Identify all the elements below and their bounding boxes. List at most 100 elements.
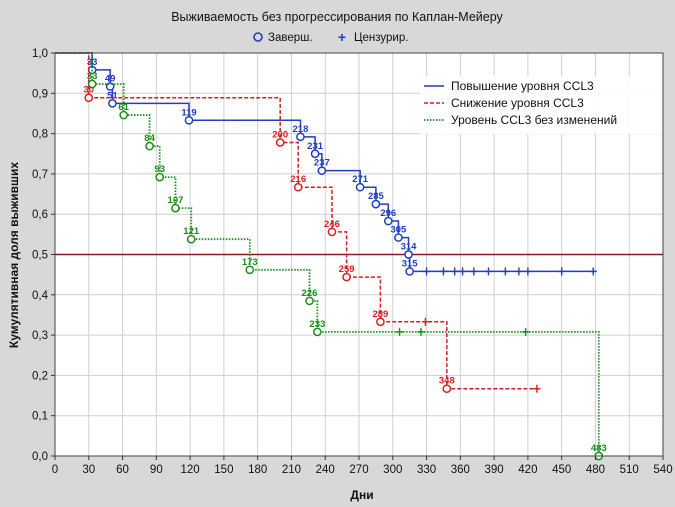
event-label: 483 — [591, 443, 607, 454]
event-marker — [405, 267, 415, 276]
event-label: 61 — [118, 102, 129, 113]
axes: 0 30 60 90 120 150 180 210 240 270 300 330 360 390 420… — [32, 48, 673, 476]
x-tick-label: 210 — [282, 464, 301, 476]
y-tick-label: 0,3 — [32, 330, 48, 342]
series-0: 33 49 51 119 218 231 237 271 285 296 305 314 315 — [55, 52, 597, 276]
event-marker — [342, 272, 351, 282]
x-tick-label: 0 — [52, 464, 58, 476]
event-marker — [296, 132, 305, 142]
event-marker — [404, 250, 413, 259]
y-tick-label: 0,1 — [32, 411, 48, 423]
censored-marker-icon: + — [338, 29, 346, 45]
legend-label-increase: Повышение уровня CCL3 — [451, 79, 594, 93]
x-tick-label: 270 — [349, 464, 368, 476]
event-label: 216 — [290, 174, 306, 185]
event-marker — [312, 327, 322, 337]
event-marker — [87, 79, 97, 89]
x-tick-label: 510 — [620, 464, 639, 476]
event-marker — [327, 227, 337, 237]
event-marker — [376, 317, 385, 327]
x-tick-label: 90 — [150, 464, 163, 476]
event-label: 173 — [242, 257, 258, 268]
event-label: 51 — [107, 90, 118, 101]
event-label: 200 — [272, 129, 288, 140]
event-marker — [155, 172, 165, 182]
y-tick-label: 0,8 — [32, 129, 48, 141]
event-marker — [305, 296, 314, 306]
x-tick-label: 450 — [552, 464, 571, 476]
event-label: 121 — [183, 226, 200, 237]
legend-label-unchanged: Уровень CCL3 без изменений — [451, 113, 617, 127]
y-tick-label: 0,5 — [32, 250, 48, 262]
event-marker — [310, 149, 320, 159]
event-marker — [383, 216, 393, 226]
x-tick-label: 30 — [82, 464, 95, 476]
event-label: 30 — [83, 85, 94, 96]
event-label: 49 — [105, 73, 116, 84]
event-marker — [442, 384, 452, 394]
plot-frame — [54, 52, 664, 457]
y-tick-label: 0,2 — [32, 370, 48, 382]
legend-label-decrease: Снижение уровня CCL3 — [451, 96, 584, 110]
x-tick-label: 240 — [316, 464, 335, 476]
survival-step-line — [55, 52, 542, 390]
x-tick-label: 360 — [451, 464, 470, 476]
event-label: 289 — [372, 309, 388, 320]
x-tick-label: 540 — [653, 464, 672, 476]
event-label: 296 — [380, 208, 396, 219]
event-label: 246 — [324, 219, 340, 230]
x-tick-label: 420 — [518, 464, 537, 476]
y-tick-label: 1,0 — [32, 48, 48, 60]
x-tick-label: 180 — [248, 464, 267, 476]
y-tick-label: 0,4 — [32, 290, 49, 302]
event-label: 84 — [144, 133, 155, 144]
x-tick-label: 60 — [116, 464, 129, 476]
event-label: 231 — [307, 141, 324, 152]
x-tick-label: 120 — [181, 464, 200, 476]
event-label: 315 — [402, 258, 419, 269]
series-2: 33 61 84 93 107 121 173 226 233 483 — [55, 52, 607, 461]
event-marker — [317, 166, 327, 176]
legend-box — [420, 76, 662, 134]
event-marker — [394, 233, 403, 242]
marker-legend-completed-label: Заверш. — [268, 32, 313, 44]
event-label: 259 — [339, 264, 355, 275]
chart-title: Выживаемость без прогрессирования по Кап… — [171, 10, 503, 24]
x-tick-label: 330 — [417, 464, 436, 476]
event-label: 119 — [181, 107, 196, 118]
event-label: 348 — [439, 376, 455, 387]
x-axis-label: Дни — [350, 488, 373, 502]
event-marker — [355, 182, 365, 192]
series-group: 33 49 51 119 218 231 237 271 285 296 305 314 315 30 20… — [55, 52, 607, 461]
event-label: 271 — [352, 174, 369, 185]
y-tick-label: 0,9 — [32, 88, 48, 100]
y-tick-label: 0,6 — [32, 209, 48, 221]
event-marker — [84, 93, 94, 103]
event-marker — [108, 99, 117, 108]
x-tick-label: 480 — [586, 464, 605, 476]
event-marker — [371, 199, 381, 209]
event-marker — [171, 203, 180, 213]
event-label: 33 — [87, 57, 98, 68]
x-tick-label: 150 — [214, 464, 233, 476]
event-marker — [119, 110, 129, 120]
event-label: 314 — [401, 242, 418, 253]
event-label: 107 — [168, 195, 184, 206]
event-marker — [186, 234, 196, 244]
event-marker — [293, 182, 303, 192]
y-axis-label: Кумулятивная доля выживших — [7, 162, 21, 348]
y-tick-label: 0,7 — [32, 169, 48, 181]
event-label: 237 — [314, 158, 330, 169]
legend: Повышение уровня CCL3 Снижение уровня CC… — [420, 76, 662, 134]
event-label: 218 — [293, 124, 309, 135]
event-marker — [145, 141, 154, 151]
event-label: 226 — [302, 288, 318, 299]
marker-legend: Заверш. + Цензурир. — [253, 29, 408, 45]
x-tick-label: 390 — [485, 464, 504, 476]
event-marker — [275, 138, 285, 147]
marker-legend-censored-label: Цензурир. — [354, 32, 408, 44]
completed-marker-icon — [253, 32, 263, 42]
event-label: 305 — [390, 225, 407, 236]
